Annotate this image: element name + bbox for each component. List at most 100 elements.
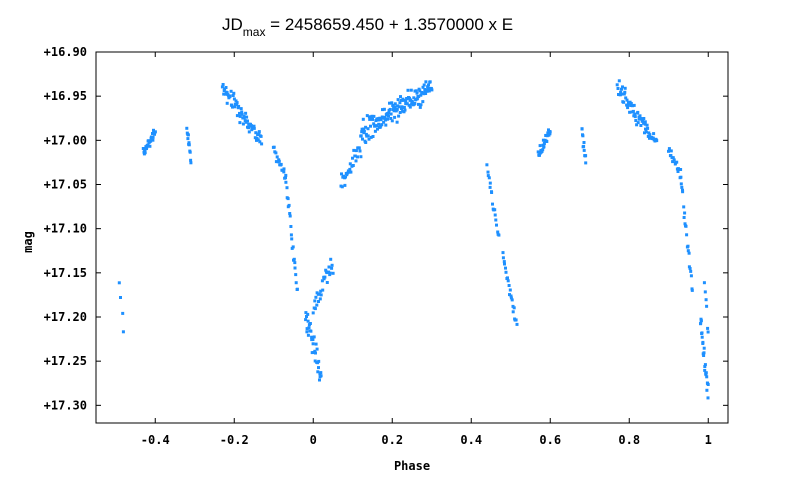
data-point — [705, 304, 709, 308]
data-point — [687, 265, 691, 269]
data-point — [231, 105, 234, 109]
data-point — [640, 117, 644, 121]
y-tick-label: +16.95 — [44, 89, 87, 103]
data-point — [417, 95, 421, 99]
data-point — [311, 342, 315, 346]
data-point — [377, 122, 381, 126]
data-point — [304, 311, 308, 315]
data-point — [324, 268, 328, 272]
data-point — [141, 147, 145, 150]
data-point — [151, 138, 155, 142]
data-point — [397, 105, 401, 109]
data-point — [488, 181, 492, 185]
data-point — [393, 105, 397, 109]
data-point — [703, 365, 707, 368]
data-point — [188, 150, 192, 154]
data-point — [681, 190, 685, 194]
data-point — [325, 271, 329, 275]
data-point — [252, 124, 256, 128]
data-point — [699, 319, 703, 323]
data-point — [260, 142, 264, 146]
data-point — [253, 136, 257, 140]
data-point — [371, 135, 375, 138]
data-point — [347, 170, 351, 174]
data-point — [427, 89, 431, 93]
data-point — [620, 87, 623, 91]
data-point — [342, 174, 345, 178]
data-point — [376, 127, 379, 131]
data-point — [669, 154, 673, 158]
data-point — [371, 117, 374, 121]
data-point — [646, 126, 650, 130]
data-point — [255, 136, 259, 140]
data-point — [419, 93, 423, 97]
data-point — [241, 122, 245, 126]
data-point — [314, 351, 317, 355]
data-point — [395, 120, 399, 124]
data-point — [389, 112, 393, 116]
data-point — [390, 119, 394, 123]
data-point — [349, 170, 353, 174]
data-point — [581, 134, 585, 138]
data-point — [382, 107, 386, 111]
title-main: JD — [222, 15, 243, 34]
data-point — [282, 170, 286, 174]
data-point — [407, 103, 411, 107]
data-point — [240, 110, 244, 114]
data-point — [510, 298, 514, 302]
data-point — [375, 124, 378, 128]
data-point — [279, 162, 283, 166]
data-point — [289, 233, 293, 237]
data-point — [542, 142, 546, 145]
data-point — [418, 89, 422, 93]
data-point — [317, 300, 320, 303]
data-point — [622, 100, 626, 104]
data-point — [292, 257, 296, 261]
data-point — [351, 164, 355, 167]
data-point — [322, 277, 326, 281]
data-point — [646, 134, 650, 138]
data-point — [619, 90, 623, 94]
data-point — [384, 118, 388, 122]
data-point — [397, 114, 401, 118]
data-point — [362, 131, 366, 135]
data-point — [352, 148, 356, 152]
data-point — [146, 143, 150, 147]
data-point — [319, 293, 323, 297]
data-point — [622, 92, 626, 96]
data-point — [415, 91, 419, 95]
data-point — [392, 109, 396, 113]
data-point — [330, 263, 334, 267]
data-point — [702, 354, 706, 357]
data-point — [405, 102, 409, 106]
data-point — [187, 143, 191, 147]
data-point — [689, 274, 693, 278]
data-point — [310, 351, 314, 355]
data-point — [313, 299, 317, 303]
data-point — [538, 144, 542, 148]
data-point — [547, 128, 550, 132]
data-point — [330, 266, 334, 270]
data-point — [686, 249, 690, 253]
data-point — [295, 287, 299, 291]
data-point — [584, 154, 588, 158]
data-point — [153, 132, 156, 136]
data-point — [404, 102, 408, 106]
data-point — [305, 327, 309, 331]
data-point — [486, 170, 490, 174]
data-point — [149, 139, 153, 143]
data-point — [319, 289, 323, 293]
data-point — [515, 322, 519, 326]
data-point — [672, 158, 676, 162]
data-point — [369, 124, 372, 128]
data-point — [318, 378, 321, 382]
data-point — [682, 205, 686, 209]
data-point — [683, 222, 687, 226]
data-point — [509, 294, 513, 298]
data-point — [238, 121, 242, 125]
data-point — [635, 123, 639, 127]
data-point — [143, 151, 147, 155]
data-point — [259, 134, 263, 138]
data-point — [239, 107, 243, 111]
